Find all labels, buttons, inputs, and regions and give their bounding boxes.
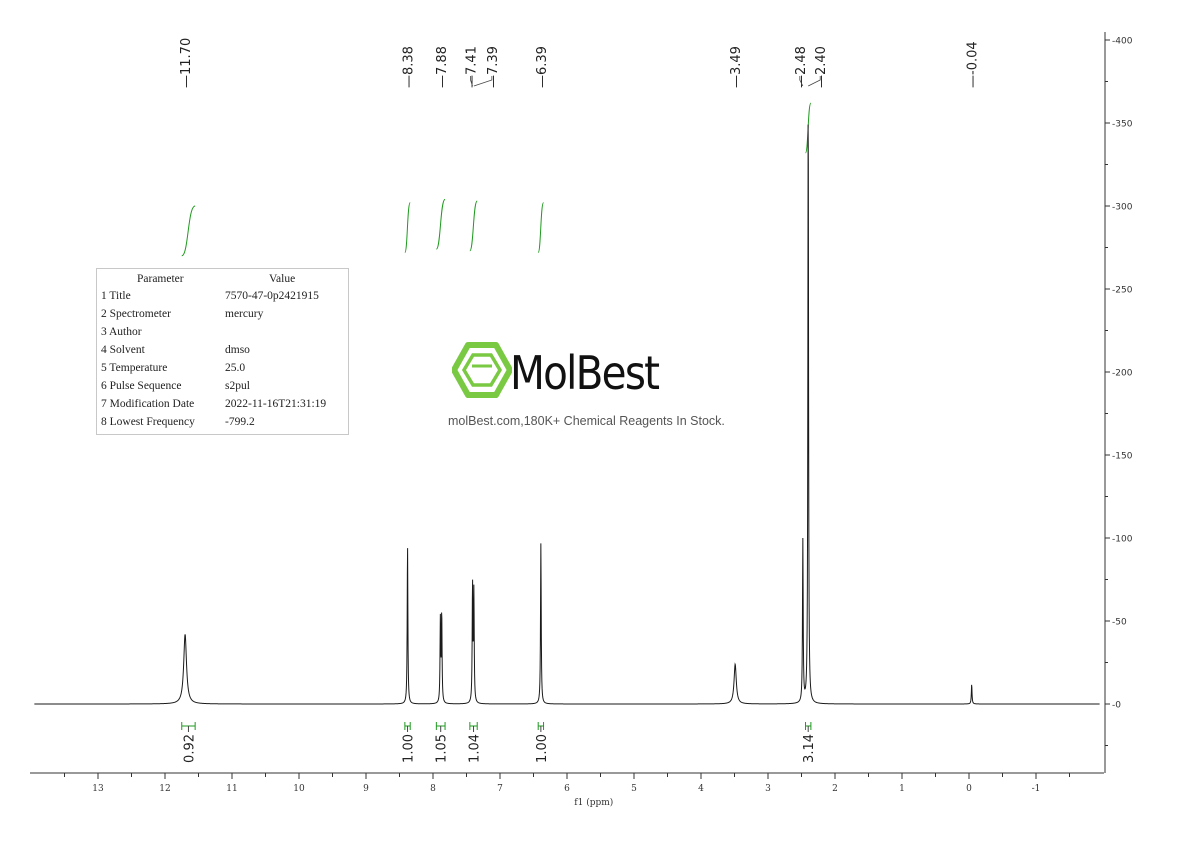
x-tick-label: 2 (832, 784, 838, 794)
param-row: 6 Pulse Sequence s2pul (101, 380, 349, 398)
spectrum-line (34, 124, 1100, 705)
param-value: 2022-11-16T21:31:19 (225, 398, 327, 410)
x-tick-label: 6 (564, 784, 570, 794)
y-tick-label: -300 (1112, 203, 1133, 213)
peak-label: —6.39 (535, 46, 550, 88)
y-tick-label: -200 (1112, 369, 1133, 379)
param-value: 25.0 (225, 362, 246, 374)
param-row: 4 Solvent dmso (101, 344, 349, 362)
param-value: 7570-47-0p2421915 (225, 290, 319, 302)
x-tick-label: 1 (899, 784, 905, 794)
x-tick-label: 11 (226, 784, 237, 794)
integral-curve (181, 205, 196, 257)
integral-curve (435, 198, 446, 250)
param-row: 5 Temperature 25.0 (101, 362, 349, 380)
integral-curve (469, 200, 478, 252)
param-value: s2pul (225, 380, 250, 392)
param-label: 2 Spectrometer (101, 308, 171, 320)
molbest-watermark: MolBest molBest.com,180K+ Chemical Reage… (448, 340, 748, 440)
param-value: -799.2 (225, 416, 255, 428)
x-tick-label: 12 (159, 784, 170, 794)
param-value: dmso (225, 344, 250, 356)
x-tick-label: -1 (1032, 784, 1041, 794)
param-row: 1 Title 7570-47-0p2421915 (101, 290, 349, 308)
param-value: mercury (225, 308, 264, 320)
param-row: 3 Author (101, 326, 349, 344)
param-label: 5 Temperature (101, 362, 168, 374)
x-tick-label: 3 (765, 784, 771, 794)
y-tick-label: -350 (1112, 120, 1133, 130)
x-tick-label: 8 (430, 784, 436, 794)
param-row: 8 Lowest Frequency -799.2 (101, 416, 349, 434)
x-tick-label: 5 (631, 784, 637, 794)
integral-value-label: 1.05 (435, 734, 450, 763)
peak-leader-line (473, 76, 493, 87)
param-label: 6 Pulse Sequence (101, 380, 182, 392)
integral-curve (404, 202, 411, 253)
param-label: 8 Lowest Frequency (101, 416, 195, 428)
param-label: 1 Title (101, 290, 131, 302)
y-tick-label: -0 (1112, 701, 1121, 711)
peak-label: —2.40 (814, 46, 829, 88)
y-tick-label: -50 (1112, 618, 1127, 628)
peak-label: —3.49 (729, 46, 744, 88)
x-axis-title: f1 (ppm) (574, 797, 613, 808)
integral-value-label: 1.04 (468, 734, 483, 763)
integral-value-label: 1.00 (402, 734, 417, 763)
x-tick-label: 13 (92, 784, 104, 794)
parameter-table: Parameter Value 1 Title 7570-47-0p2421915… (96, 268, 349, 435)
peak-label: —7.88 (435, 46, 450, 88)
brand-name: MolBest (510, 346, 660, 400)
param-header: Parameter (137, 273, 184, 285)
x-tick-label: 0 (966, 784, 972, 794)
peak-label: —7.39 (486, 46, 501, 88)
brand-tagline: molBest.com,180K+ Chemical Reagents In S… (448, 414, 725, 428)
peak-leader-line (470, 76, 473, 87)
param-row: 2 Spectrometer mercury (101, 308, 349, 326)
peak-leader-line (799, 76, 804, 87)
peak-label: —-0.04 (966, 41, 981, 88)
integral-curve (537, 202, 545, 253)
integral-value-label: 3.14 (802, 734, 817, 763)
param-label: 4 Solvent (101, 344, 145, 356)
peak-label: —11.70 (179, 38, 194, 88)
y-tick-label: -150 (1112, 452, 1133, 462)
integral-value-label: 1.00 (535, 734, 550, 763)
y-tick-label: -100 (1112, 535, 1133, 545)
peak-label: —8.38 (402, 46, 417, 88)
param-row: 7 Modification Date 2022-11-16T21:31:19 (101, 398, 349, 416)
param-label: 3 Author (101, 326, 142, 338)
peak-label: —2.48 (794, 46, 809, 88)
benzene-hexagon-icon (452, 342, 512, 398)
integral-value-label: 0.92 (182, 734, 197, 763)
value-header: Value (269, 273, 296, 285)
x-tick-label: 4 (698, 784, 704, 794)
param-label: 7 Modification Date (101, 398, 195, 410)
x-tick-label: 7 (497, 784, 503, 794)
peak-label: —7.41 (465, 46, 480, 88)
x-tick-label: 10 (293, 784, 305, 794)
y-tick-label: -400 (1112, 37, 1133, 47)
peak-leader-line (808, 76, 821, 87)
x-tick-label: 9 (363, 784, 369, 794)
y-tick-label: -250 (1112, 286, 1133, 296)
